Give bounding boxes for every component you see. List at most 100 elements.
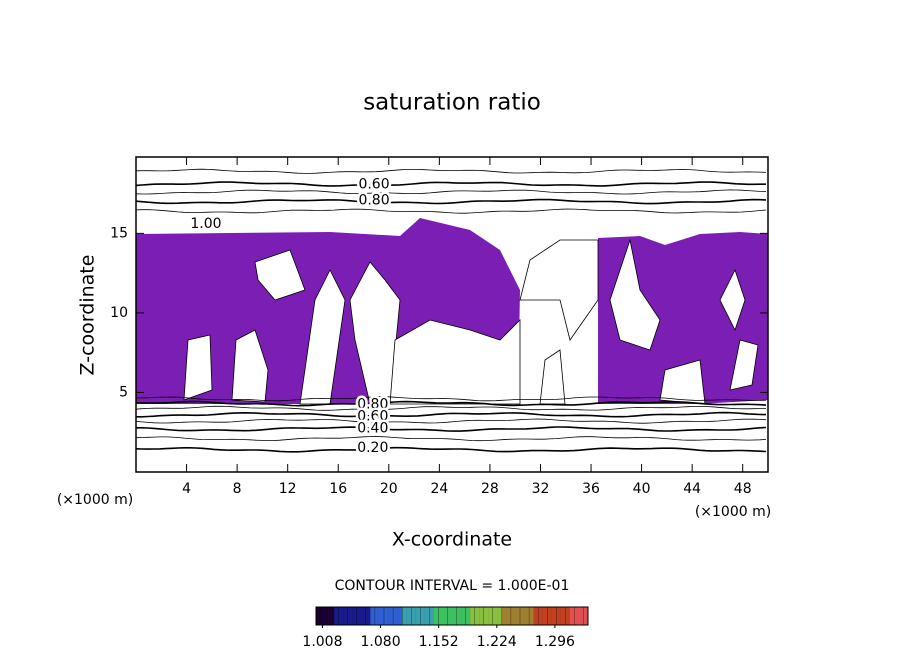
contour-line xyxy=(136,411,767,418)
colorbar-cell xyxy=(406,607,412,625)
x-tick-label: 44 xyxy=(683,481,701,497)
colorbar-cell xyxy=(361,607,367,625)
colorbar-cell xyxy=(501,606,507,626)
x-tick-label: 28 xyxy=(481,481,499,497)
colorbar-cell xyxy=(334,607,339,625)
contour-label: 1.00 xyxy=(190,216,221,232)
contour-line xyxy=(135,405,766,411)
colorbar-cell xyxy=(438,606,444,626)
contour-line xyxy=(135,181,766,187)
colorbar-cell xyxy=(388,607,394,625)
colorbar-cell xyxy=(560,607,566,625)
contour-lines: 0.600.801.000.800.600.400.20 xyxy=(135,168,767,459)
colorbar-frame xyxy=(315,606,589,626)
colorbar-cell xyxy=(433,607,439,625)
x-tick-label: 36 xyxy=(582,481,600,497)
contour-line xyxy=(135,396,767,402)
x-tick-label: 16 xyxy=(329,481,347,497)
colorbar-cell xyxy=(479,607,485,625)
contour-interval: CONTOUR INTERVAL = 1.000E-01 xyxy=(335,578,570,594)
x-tick-label: 32 xyxy=(532,481,550,497)
colorbar-cell xyxy=(565,606,571,626)
y-tick-label: 5 xyxy=(119,384,128,400)
x-tick-label: 8 xyxy=(233,481,242,497)
colorbar-cell xyxy=(424,607,430,625)
x-tick-label: 48 xyxy=(734,481,752,497)
contour-line xyxy=(135,446,767,453)
contour-label: 0.80 xyxy=(357,396,388,412)
colorbar-cell xyxy=(397,607,403,625)
plot-area: 0.600.801.000.800.600.400.20 xyxy=(135,168,768,459)
colorbar-cell xyxy=(524,607,530,625)
x-tick-label: 20 xyxy=(380,481,398,497)
colorbar-cell xyxy=(556,606,562,626)
colorbar-tick-label: 1.080 xyxy=(361,634,401,650)
colorbar-cell xyxy=(465,606,471,626)
colorbar-tick-label: 1.152 xyxy=(419,634,459,650)
colorbar-cell xyxy=(551,607,557,625)
plot-frame xyxy=(135,156,769,473)
contour-label: 0.60 xyxy=(358,177,389,193)
colorbar-cell xyxy=(528,606,535,626)
contour-label: 0.60 xyxy=(357,408,388,424)
colorbar-cell xyxy=(547,606,553,626)
contour-label: 0.20 xyxy=(357,440,388,456)
y-tick-label: 15 xyxy=(110,225,128,241)
colorbar-cell xyxy=(574,606,580,626)
colorbar-cell xyxy=(474,606,480,626)
contour-line xyxy=(135,189,767,195)
x-tick-label: 12 xyxy=(279,481,297,497)
x-tick-label: 24 xyxy=(430,481,448,497)
colorbar-cell xyxy=(492,606,498,626)
colorbar-cell xyxy=(347,606,353,626)
colorbar-tick-label: 1.008 xyxy=(302,634,342,650)
contour-line xyxy=(135,198,767,205)
contour-label: 0.80 xyxy=(358,193,389,209)
x-unit: (×1000 m) xyxy=(695,504,771,520)
colorbar-cell xyxy=(316,607,321,625)
colorbar-cell xyxy=(488,607,494,625)
colorbar-cell xyxy=(447,606,453,626)
colorbar-cell xyxy=(506,607,512,625)
colorbar-cell xyxy=(338,606,344,626)
chart-title: saturation ratio xyxy=(363,90,541,116)
colorbar-cell xyxy=(401,606,408,626)
colorbar-cell xyxy=(456,606,462,626)
colorbar-cell xyxy=(429,606,435,626)
colorbar-cell xyxy=(420,606,426,626)
colorbar-tick-label: 1.224 xyxy=(477,634,517,650)
unsaturated-region xyxy=(183,238,759,405)
colorbar-cell xyxy=(320,606,326,626)
colorbar-cell xyxy=(325,607,330,625)
colorbar-cell xyxy=(343,607,349,625)
colorbar-cell xyxy=(370,607,376,625)
colorbar-cell xyxy=(379,607,385,625)
colorbar-cell xyxy=(578,607,584,625)
colorbar-cell xyxy=(470,607,475,625)
x-axis-label: X-coordinate xyxy=(392,529,512,551)
contour-line xyxy=(136,426,767,432)
y-axis-label: Z-coordinate xyxy=(77,255,99,376)
contour-line xyxy=(135,208,767,214)
y-tick-label: 10 xyxy=(110,305,128,321)
colorbar-cell xyxy=(352,607,358,625)
x-tick-label: 40 xyxy=(633,481,651,497)
colorbar-cell xyxy=(365,606,371,626)
colorbar-cell xyxy=(542,607,548,625)
colorbar-cell xyxy=(374,606,380,626)
y-unit: (×1000 m) xyxy=(57,492,133,508)
colorbar-tick-label: 1.296 xyxy=(535,634,575,650)
colorbar-cell xyxy=(483,606,489,626)
colorbar-cell xyxy=(533,607,539,625)
x-tick-label: 4 xyxy=(182,481,191,497)
colorbar-cell xyxy=(569,607,575,625)
contour-line xyxy=(135,436,767,442)
colorbar-cell xyxy=(497,607,503,625)
colorbar-cell xyxy=(442,607,448,625)
colorbar-cell xyxy=(515,607,521,625)
contour-line xyxy=(135,400,767,407)
colorbar-cell xyxy=(329,606,335,626)
colorbar-cell xyxy=(461,607,466,625)
colorbar-cell xyxy=(411,606,417,626)
